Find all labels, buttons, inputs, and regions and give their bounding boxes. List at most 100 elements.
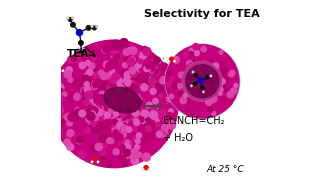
Circle shape	[113, 149, 119, 155]
Circle shape	[97, 161, 99, 163]
Circle shape	[158, 129, 165, 135]
Circle shape	[77, 50, 82, 56]
Circle shape	[196, 87, 200, 91]
Circle shape	[133, 104, 137, 108]
Circle shape	[136, 133, 142, 138]
Circle shape	[71, 56, 76, 61]
Circle shape	[127, 58, 135, 66]
Circle shape	[93, 102, 99, 109]
Circle shape	[82, 88, 88, 94]
Circle shape	[202, 77, 206, 82]
Circle shape	[89, 111, 95, 118]
Circle shape	[152, 81, 158, 87]
Circle shape	[58, 67, 62, 71]
Circle shape	[106, 62, 114, 70]
Circle shape	[87, 105, 95, 113]
Circle shape	[74, 80, 82, 88]
Circle shape	[135, 127, 140, 132]
Circle shape	[202, 79, 206, 83]
Circle shape	[108, 93, 114, 98]
Circle shape	[169, 94, 172, 97]
Circle shape	[116, 113, 122, 119]
Circle shape	[44, 100, 49, 104]
Circle shape	[74, 81, 79, 87]
Circle shape	[116, 117, 121, 122]
Circle shape	[193, 82, 197, 85]
Circle shape	[134, 107, 140, 113]
Circle shape	[49, 93, 57, 101]
Circle shape	[82, 75, 90, 83]
Circle shape	[99, 91, 104, 96]
Circle shape	[170, 118, 176, 124]
Circle shape	[93, 79, 101, 87]
Circle shape	[112, 40, 120, 48]
Circle shape	[123, 143, 130, 150]
Circle shape	[113, 99, 118, 105]
Circle shape	[113, 98, 120, 105]
Circle shape	[84, 127, 91, 133]
Circle shape	[110, 100, 118, 108]
Circle shape	[102, 103, 108, 109]
Circle shape	[186, 89, 190, 93]
Circle shape	[88, 71, 94, 77]
Circle shape	[205, 79, 210, 84]
Circle shape	[213, 82, 217, 86]
Text: Selectivity for TEA: Selectivity for TEA	[145, 9, 260, 19]
Circle shape	[120, 121, 126, 128]
Circle shape	[150, 67, 156, 74]
Circle shape	[89, 82, 95, 88]
Circle shape	[219, 77, 225, 83]
Circle shape	[191, 85, 196, 89]
Circle shape	[196, 78, 201, 84]
Circle shape	[119, 156, 126, 162]
Circle shape	[98, 98, 104, 104]
Circle shape	[132, 109, 139, 116]
Circle shape	[108, 108, 114, 114]
Circle shape	[116, 58, 120, 63]
Circle shape	[185, 91, 190, 96]
Circle shape	[125, 81, 130, 86]
Circle shape	[114, 104, 120, 110]
Text: + H₂O: + H₂O	[163, 133, 193, 143]
Ellipse shape	[104, 87, 141, 113]
Circle shape	[146, 116, 153, 123]
Circle shape	[190, 48, 194, 52]
Circle shape	[184, 98, 191, 105]
Circle shape	[93, 72, 101, 80]
Circle shape	[113, 130, 118, 135]
Circle shape	[122, 70, 128, 76]
Circle shape	[119, 131, 126, 138]
Circle shape	[127, 48, 133, 53]
Circle shape	[94, 126, 101, 133]
Circle shape	[190, 83, 194, 87]
Circle shape	[183, 74, 189, 80]
Circle shape	[98, 84, 106, 92]
Circle shape	[106, 91, 112, 97]
Circle shape	[132, 108, 139, 115]
Circle shape	[120, 39, 128, 47]
Circle shape	[79, 62, 86, 69]
Circle shape	[134, 106, 142, 114]
Circle shape	[155, 122, 160, 127]
Circle shape	[157, 128, 162, 133]
Circle shape	[213, 63, 219, 69]
Circle shape	[117, 97, 124, 104]
Circle shape	[167, 82, 171, 87]
Circle shape	[219, 50, 223, 54]
Circle shape	[107, 138, 112, 143]
Circle shape	[91, 25, 93, 28]
Circle shape	[143, 123, 150, 130]
Circle shape	[121, 121, 127, 127]
Circle shape	[169, 121, 176, 127]
Circle shape	[115, 101, 120, 106]
Circle shape	[208, 107, 213, 112]
Circle shape	[180, 97, 187, 104]
Circle shape	[89, 56, 94, 61]
Circle shape	[115, 110, 123, 118]
Text: TEA: TEA	[67, 49, 90, 59]
Circle shape	[104, 85, 110, 92]
Circle shape	[194, 50, 199, 56]
Circle shape	[100, 150, 106, 156]
Circle shape	[209, 80, 215, 86]
Circle shape	[108, 89, 113, 94]
